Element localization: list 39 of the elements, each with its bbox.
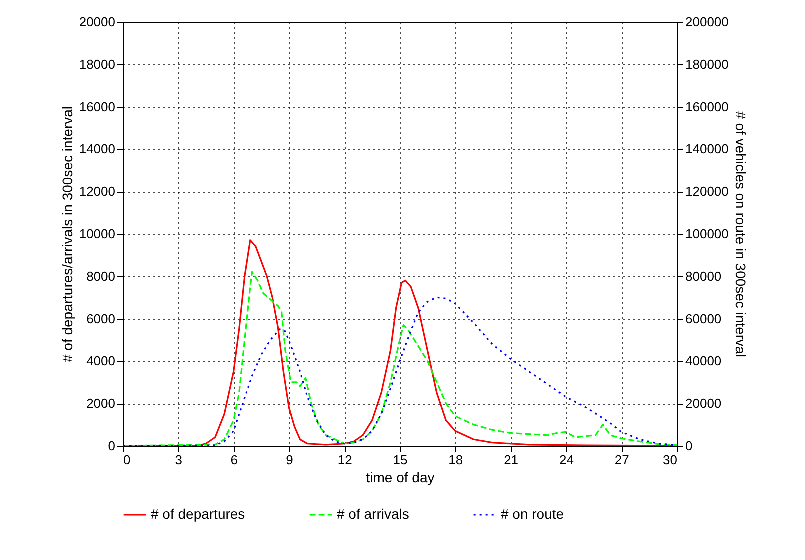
y-tick-label: 16000 [79, 99, 116, 114]
y-tick-label: 4000 [86, 354, 116, 369]
y2-tick-label: 80000 [686, 268, 722, 284]
y-tick-label: 12000 [79, 184, 116, 200]
x-tick-label: 6 [230, 452, 238, 468]
y2-tick-label: 20000 [686, 396, 722, 412]
y-axis-title: # of departures/arrivals in 300sec interval [59, 106, 76, 363]
y2-tick-label: 40000 [686, 354, 722, 369]
x-tick-label: 12 [338, 452, 352, 468]
y2-tick-label: 100000 [686, 226, 729, 242]
legend-label: # of departures [151, 506, 246, 522]
x-tick-label: 0 [124, 452, 131, 468]
x-tick-label: 30 [663, 452, 678, 468]
y-tick-label: 14000 [79, 142, 116, 157]
x-tick-label: 18 [448, 452, 464, 468]
x-axis-title: time of day [366, 470, 435, 486]
x-tick-label: 24 [559, 452, 574, 468]
y-tick-label: 0 [108, 438, 116, 454]
y-tick-label: 10000 [79, 226, 116, 242]
y2-tick-label: 160000 [686, 99, 729, 114]
x-tick-label: 27 [614, 452, 630, 468]
y2-tick-label: 200000 [686, 14, 729, 30]
x-tick-label: 9 [286, 452, 294, 468]
x-tick-label: 15 [393, 452, 408, 468]
y2-tick-label: 120000 [686, 184, 729, 200]
y2-tick-label: 60000 [686, 311, 722, 326]
y2-axis-title: # of vehicles on route in 300sec interval [732, 112, 749, 358]
x-tick-label: 21 [504, 452, 519, 468]
y-tick-label: 18000 [79, 56, 116, 72]
y2-tick-label: 180000 [686, 56, 729, 72]
y-tick-label: 6000 [86, 311, 116, 326]
x-tick-label: 3 [175, 452, 183, 468]
y-tick-label: 2000 [86, 396, 116, 412]
y2-tick-label: 140000 [686, 142, 729, 157]
legend-label: # of arrivals [337, 506, 410, 522]
y-tick-label: 8000 [86, 268, 116, 284]
legend-label: # on route [501, 506, 564, 522]
y-tick-label: 20000 [79, 14, 116, 30]
y2-tick-label: 0 [686, 438, 693, 454]
